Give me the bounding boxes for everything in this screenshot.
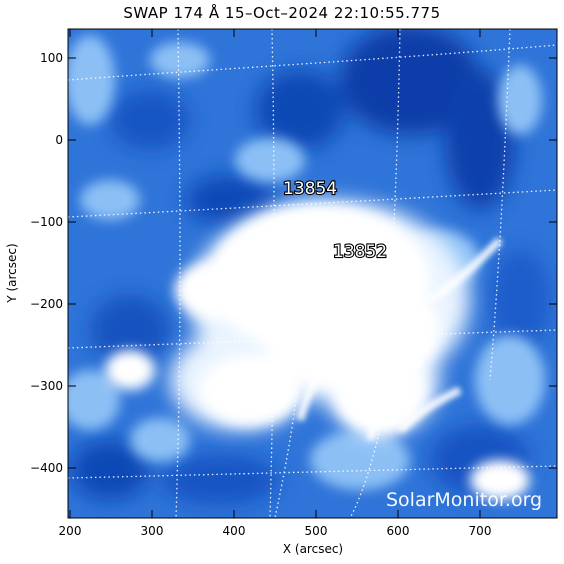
heliographic-grid	[68, 29, 557, 518]
active-region-label: 13852	[333, 242, 387, 262]
x-tick-label: 600	[387, 524, 410, 538]
x-tick-labels: 200 300 400 500 600 700	[59, 524, 492, 538]
y-tick-label: −400	[30, 461, 63, 475]
x-tick-label: 500	[305, 524, 328, 538]
y-tick-label: 0	[55, 133, 63, 147]
x-tick-label: 200	[59, 524, 82, 538]
watermark: SolarMonitor.org	[386, 489, 542, 511]
y-tick-label: −300	[30, 379, 63, 393]
y-tick-labels: 100 0 −100 −200 −300 −400	[30, 51, 63, 475]
x-tick-label: 700	[469, 524, 492, 538]
x-ticks	[69, 29, 481, 518]
y-ticks	[68, 57, 557, 469]
y-tick-label: 100	[40, 51, 63, 65]
x-tick-label: 300	[141, 524, 164, 538]
y-tick-label: −100	[30, 215, 63, 229]
plot-frame	[67, 28, 558, 519]
y-axis-title: Y (arcsec)	[5, 243, 19, 303]
active-region-label: 13854	[283, 179, 337, 199]
image-title: SWAP 174 Å 15–Oct–2024 22:10:55.775	[123, 4, 441, 22]
x-axis-title: X (arcsec)	[283, 542, 343, 556]
y-tick-label: −200	[30, 297, 63, 311]
euv-image	[68, 29, 557, 518]
x-tick-label: 400	[223, 524, 246, 538]
